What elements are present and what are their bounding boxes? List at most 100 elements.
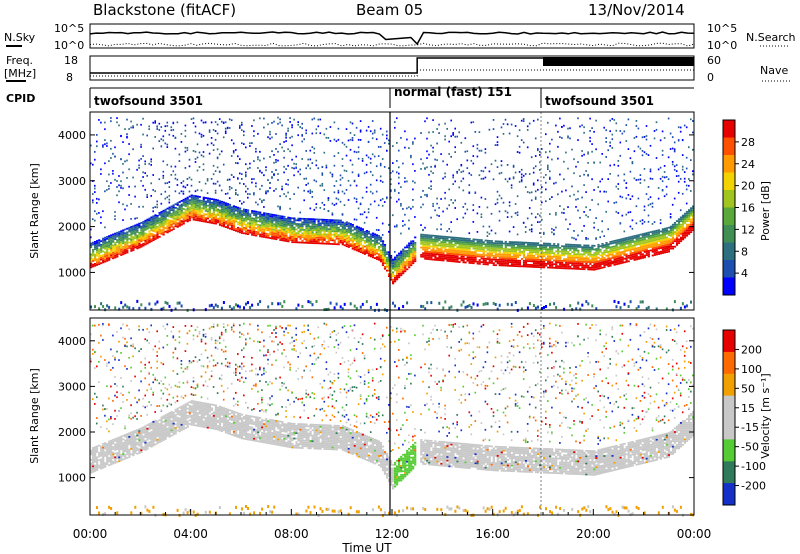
power-pixel <box>575 206 577 208</box>
power-pixel <box>613 254 616 257</box>
power-pixel <box>289 117 291 119</box>
power-pixel <box>114 178 116 181</box>
power-pixel <box>394 280 397 283</box>
power-pixel <box>230 217 234 220</box>
power-pixel <box>112 246 115 249</box>
power-pixel <box>567 135 569 138</box>
power-pixel <box>474 242 477 245</box>
power-pixel <box>126 251 129 254</box>
power-pixel <box>228 207 232 210</box>
power-pixel <box>462 239 465 242</box>
power-pixel <box>438 257 441 260</box>
power-pixel <box>444 250 447 253</box>
power-pixel <box>484 246 487 249</box>
power-pixel <box>239 125 241 128</box>
power-pixel <box>436 237 439 239</box>
power-pixel <box>293 219 296 222</box>
power-pixel <box>259 233 262 236</box>
power-pixel <box>434 255 437 257</box>
power-pixel <box>243 208 246 211</box>
power-pixel <box>162 215 165 218</box>
power-pixel <box>537 264 540 267</box>
power-pixel <box>545 174 547 176</box>
power-pixel <box>126 246 129 248</box>
power-pixel <box>478 174 481 177</box>
power-pixel <box>162 222 165 225</box>
power-pixel <box>625 246 628 249</box>
power-pixel <box>633 150 636 153</box>
power-pixel <box>102 241 105 244</box>
power-pixel <box>520 245 524 248</box>
power-pixel <box>273 223 276 226</box>
power-pixel <box>212 164 215 167</box>
power-pixel <box>514 257 517 260</box>
power-pixel <box>174 203 177 206</box>
power-pixel <box>164 221 167 224</box>
power-pixel <box>176 218 179 221</box>
power-pixel <box>643 168 646 170</box>
power-pixel <box>514 261 517 264</box>
power-pixel <box>200 201 203 204</box>
power-pixel <box>631 161 634 163</box>
power-pixel <box>142 222 145 225</box>
power-pixel <box>142 237 145 240</box>
power-pixel <box>589 263 592 265</box>
power-pixel <box>402 225 404 227</box>
power-pixel <box>577 246 580 248</box>
power-pixel <box>559 258 562 260</box>
power-pixel <box>269 156 271 158</box>
power-pixel <box>243 226 246 229</box>
power-pixel <box>581 253 584 256</box>
power-pixel <box>301 225 304 227</box>
power-pixel <box>440 153 442 155</box>
power-pixel <box>424 256 427 258</box>
power-pixel <box>222 212 226 215</box>
power-pixel <box>255 214 258 217</box>
power-pixel <box>150 223 153 226</box>
power-pixel <box>138 239 141 242</box>
power-pixel <box>541 191 543 194</box>
power-pixel <box>571 260 574 263</box>
power-pixel <box>500 255 503 258</box>
power-pixel <box>625 255 628 258</box>
power-pixel <box>591 259 594 262</box>
power-pixel <box>434 242 437 245</box>
power-pixel <box>166 301 169 305</box>
power-pixel <box>522 256 526 259</box>
power-pixel <box>522 249 526 251</box>
power-pixel <box>214 213 217 216</box>
power-pixel <box>520 139 523 141</box>
power-pixel <box>595 148 597 151</box>
power-pixel <box>595 237 597 239</box>
power-pixel <box>315 225 318 228</box>
power-pixel <box>404 146 406 149</box>
power-pixel <box>494 264 497 267</box>
power-pixel <box>287 240 290 243</box>
power-pixel <box>126 177 128 179</box>
power-pixel <box>317 167 320 170</box>
power-pixel <box>239 207 242 210</box>
power-pixel <box>436 240 439 243</box>
power-pixel <box>553 229 555 231</box>
power-pixel <box>214 170 217 172</box>
power-pixel <box>498 255 501 258</box>
power-pixel <box>591 265 594 267</box>
power-pixel <box>545 253 548 256</box>
power-pixel <box>297 134 299 137</box>
power-pixel <box>178 210 181 213</box>
power-pixel <box>450 155 452 158</box>
power-pixel <box>486 243 489 246</box>
power-pixel <box>329 301 332 305</box>
power-pixel <box>257 158 259 161</box>
power-pixel <box>359 227 362 230</box>
power-pixel <box>412 251 415 254</box>
power-pixel <box>420 233 423 236</box>
power-pixel <box>430 185 432 188</box>
power-pixel <box>178 224 181 227</box>
power-pixel <box>239 172 241 175</box>
power-pixel <box>108 160 110 162</box>
power-pixel <box>593 252 596 255</box>
power-pixel <box>498 172 501 175</box>
power-pixel <box>277 173 279 175</box>
power-pixel <box>249 220 252 223</box>
